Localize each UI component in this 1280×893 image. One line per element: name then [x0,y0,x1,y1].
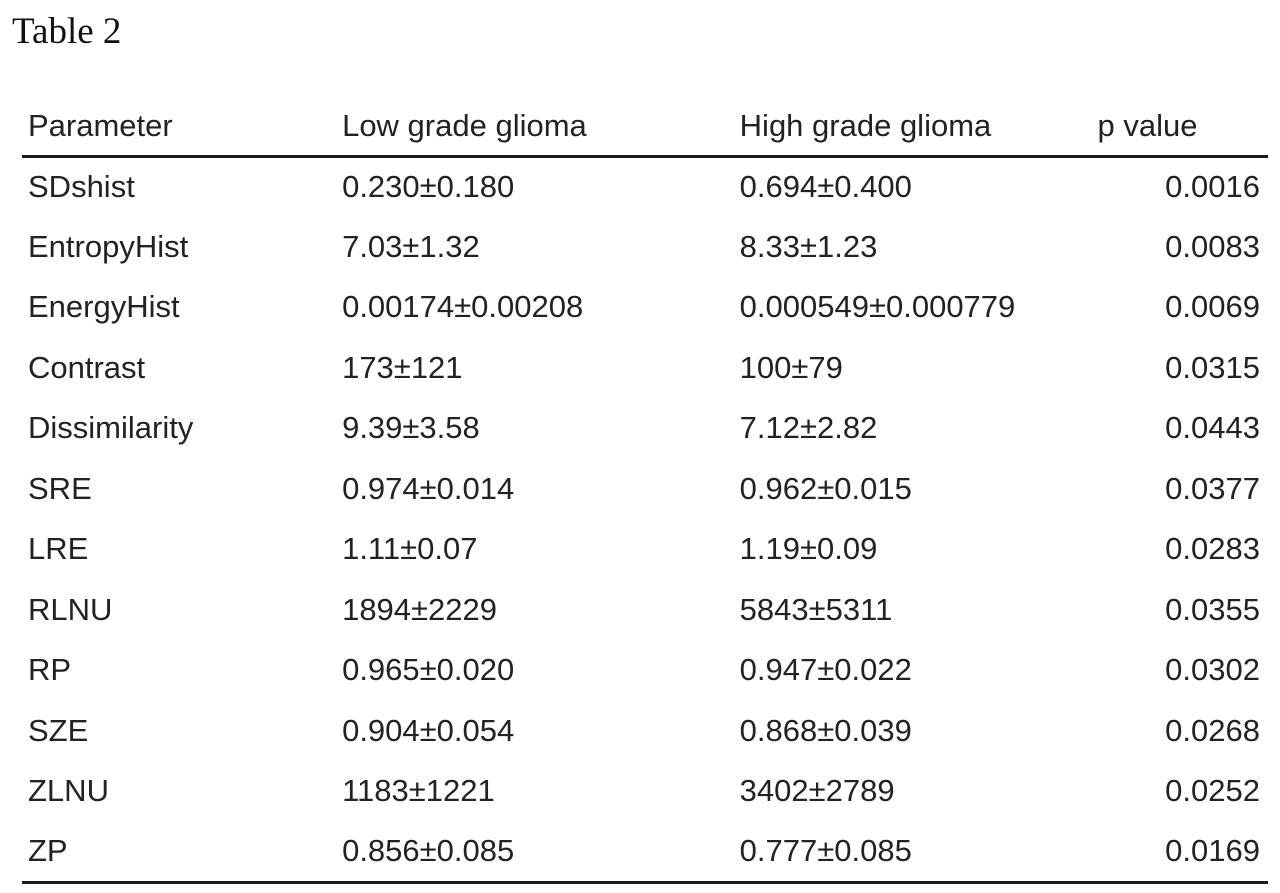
cell-p-value: 0.0069 [1165,289,1260,325]
cell-p-value: 0.0016 [1165,169,1260,204]
cell-high-grade-glioma: 5843±5311 [739,591,893,627]
cell-low-grade-glioma: 0.904±0.054 [342,712,515,748]
table-header-row: Parameter Low grade glioma High grade gl… [22,98,1268,158]
cell-p-value: 0.0283 [1165,531,1260,567]
cell-p-value: 0.0252 [1165,773,1260,809]
cell-low-grade-glioma: 0.965±0.020 [342,652,515,688]
cell-parameter: SZE [28,712,89,748]
cell-p-value: 0.0083 [1165,228,1260,264]
cell-parameter: Contrast [28,349,146,385]
cell-low-grade-glioma: 0.230±0.180 [342,169,515,204]
table-row: EntropyHist 7.03±1.32 8.33±1.23 0.0083 [22,217,1268,278]
cell-parameter: EntropyHist [28,228,189,264]
cell-low-grade-glioma: 9.39±3.58 [342,410,480,446]
header-low-grade-glioma: Low grade glioma [336,98,734,158]
header-parameter: Parameter [22,98,337,158]
cell-parameter: RP [28,652,72,688]
table-row: RLNU 1894±2229 5843±5311 0.0355 [22,580,1268,641]
cell-p-value: 0.0443 [1165,410,1260,446]
cell-parameter: LRE [28,531,89,567]
cell-low-grade-glioma: 173±121 [342,349,463,385]
table-row: ZLNU 1183±1221 3402±2789 0.0252 [22,761,1268,822]
cell-parameter: SRE [28,470,92,506]
cell-high-grade-glioma: 100±79 [739,349,843,385]
header-p-value: p value [1091,98,1268,158]
cell-high-grade-glioma: 0.694±0.400 [739,169,912,204]
cell-parameter: EnergyHist [28,289,180,325]
cell-high-grade-glioma: 7.12±2.82 [739,410,878,446]
table-row: ZP 0.856±0.085 0.777±0.085 0.0169 [22,821,1268,884]
cell-parameter: RLNU [28,591,113,627]
table-row: SDshist 0.230±0.180 0.694±0.400 0.0016 [22,156,1268,217]
table-row: LRE 1.11±0.07 1.19±0.09 0.0283 [22,519,1268,580]
cell-high-grade-glioma: 0.000549±0.000779 [739,289,1016,325]
cell-p-value: 0.0315 [1165,349,1260,385]
page-title: Table 2 [12,11,122,52]
cell-high-grade-glioma: 0.777±0.085 [733,821,1092,884]
cell-parameter: Dissimilarity [28,410,194,446]
table-row: SZE 0.904±0.054 0.868±0.039 0.0268 [22,701,1268,762]
table-row: SRE 0.974±0.014 0.962±0.015 0.0377 [22,459,1268,520]
table-header: Parameter Low grade glioma High grade gl… [22,98,1268,158]
data-table: Parameter Low grade glioma High grade gl… [22,98,1268,884]
header-high-grade-glioma: High grade glioma [733,98,1092,158]
cell-high-grade-glioma: 0.868±0.039 [739,712,912,748]
cell-low-grade-glioma: 1894±2229 [342,591,498,627]
cell-low-grade-glioma: 0.00174±0.00208 [342,289,584,325]
cell-parameter: ZP [22,821,337,884]
table-body: SDshist 0.230±0.180 0.694±0.400 0.0016 Entro… [22,156,1268,884]
cell-p-value: 0.0169 [1091,821,1268,884]
cell-high-grade-glioma: 1.19±0.09 [739,531,878,567]
cell-low-grade-glioma: 0.974±0.014 [342,470,515,506]
cell-p-value: 0.0268 [1165,712,1260,748]
cell-p-value: 0.0302 [1165,652,1260,688]
table-row: EnergyHist 0.00174±0.00208 0.000549±0.0007… [22,277,1268,338]
cell-low-grade-glioma: 0.856±0.085 [336,821,734,884]
cell-p-value: 0.0377 [1165,470,1260,506]
cell-high-grade-glioma: 0.962±0.015 [739,470,912,506]
table-row: RP 0.965±0.020 0.947±0.022 0.0302 [22,640,1268,701]
cell-p-value: 0.0355 [1165,591,1260,627]
cell-low-grade-glioma: 7.03±1.32 [342,228,480,264]
cell-low-grade-glioma: 1183±1221 [342,773,495,809]
table-row: Contrast 173±121 100±79 0.0315 [22,338,1268,399]
cell-high-grade-glioma: 0.947±0.022 [739,652,912,688]
cell-parameter: ZLNU [28,773,109,809]
cell-high-grade-glioma: 8.33±1.23 [739,228,878,264]
cell-parameter: SDshist [28,169,135,204]
table-row: Dissimilarity 9.39±3.58 7.12±2.82 0.0443 [22,398,1268,459]
cell-low-grade-glioma: 1.11±0.07 [342,531,478,567]
cell-high-grade-glioma: 3402±2789 [739,773,895,809]
